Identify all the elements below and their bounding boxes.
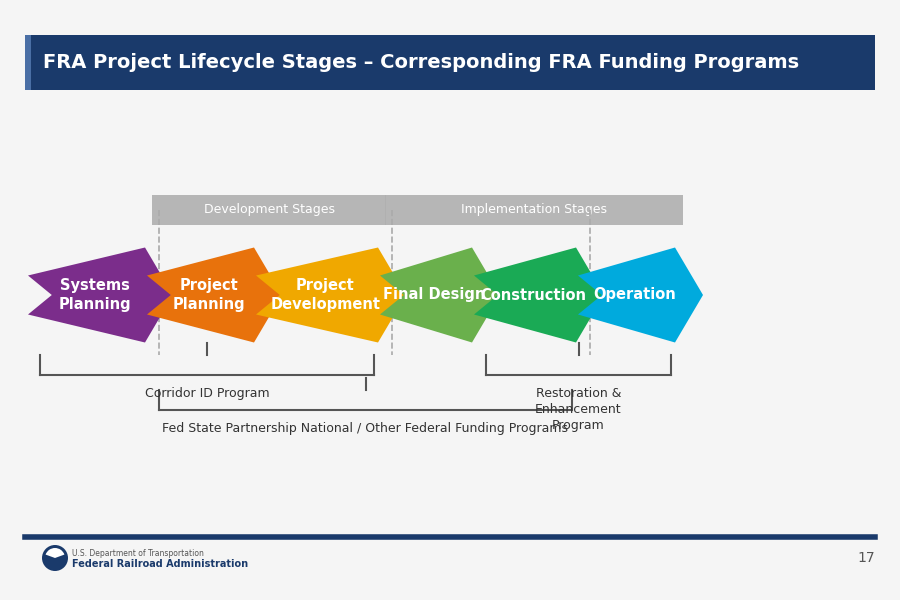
- Text: Fed State Partnership National / Other Federal Funding Programs: Fed State Partnership National / Other F…: [163, 422, 569, 435]
- Text: Implementation Stages: Implementation Stages: [461, 203, 607, 217]
- Text: Systems
Planning: Systems Planning: [58, 278, 131, 312]
- Text: Corridor ID Program: Corridor ID Program: [145, 387, 269, 400]
- Text: Federal Railroad Administration: Federal Railroad Administration: [72, 559, 248, 569]
- Text: Construction: Construction: [481, 287, 587, 302]
- Polygon shape: [147, 247, 282, 343]
- Text: Restoration &
Enhancement
Program: Restoration & Enhancement Program: [536, 387, 622, 432]
- Polygon shape: [578, 247, 703, 343]
- Text: 17: 17: [858, 551, 875, 565]
- Wedge shape: [46, 548, 65, 558]
- FancyBboxPatch shape: [25, 35, 875, 90]
- Text: Final Design: Final Design: [383, 287, 486, 302]
- Text: Project
Planning: Project Planning: [173, 278, 245, 312]
- Polygon shape: [28, 247, 173, 343]
- Text: Operation: Operation: [593, 287, 676, 302]
- FancyBboxPatch shape: [152, 195, 386, 225]
- Polygon shape: [380, 247, 500, 343]
- FancyBboxPatch shape: [385, 195, 683, 225]
- Text: FRA Project Lifecycle Stages – Corresponding FRA Funding Programs: FRA Project Lifecycle Stages – Correspon…: [43, 53, 799, 72]
- Text: Development Stages: Development Stages: [203, 203, 335, 217]
- FancyBboxPatch shape: [25, 35, 31, 90]
- Circle shape: [42, 545, 68, 571]
- Text: Project
Development: Project Development: [270, 278, 381, 312]
- Polygon shape: [474, 247, 604, 343]
- Polygon shape: [256, 247, 406, 343]
- Text: U.S. Department of Transportation: U.S. Department of Transportation: [72, 550, 204, 559]
